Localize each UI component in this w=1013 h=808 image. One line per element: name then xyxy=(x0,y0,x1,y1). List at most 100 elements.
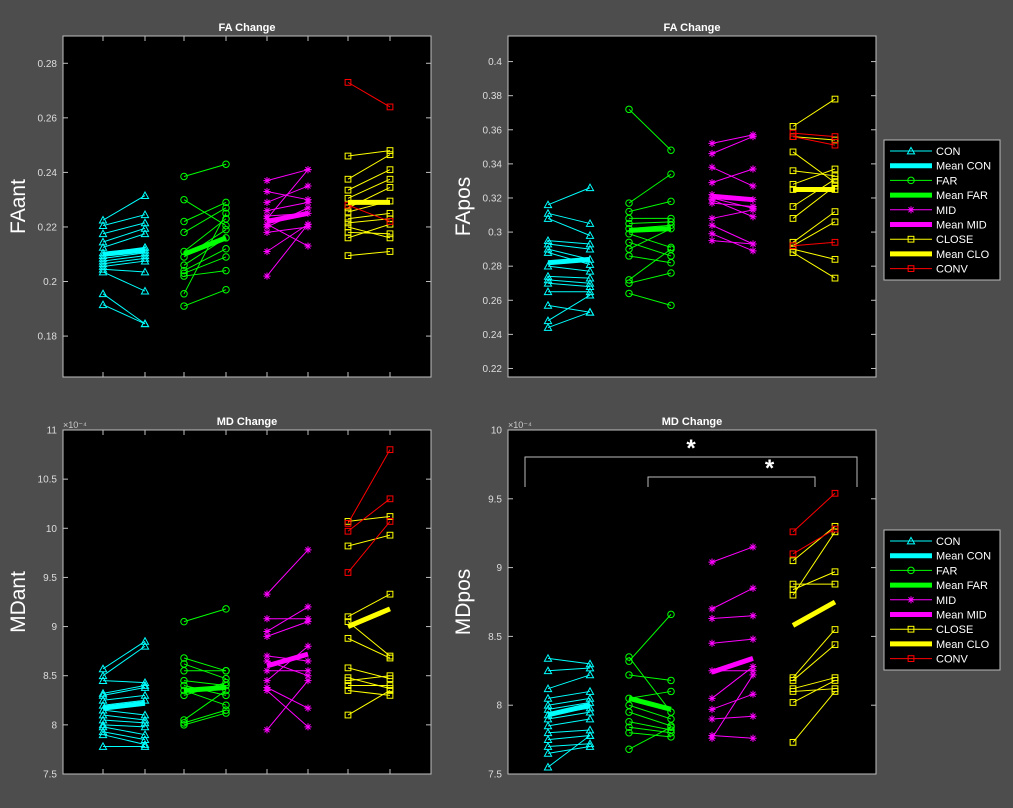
data-point xyxy=(386,590,394,598)
subject-line xyxy=(792,691,836,743)
data-point xyxy=(344,527,352,535)
subject-line xyxy=(347,515,391,522)
data-point xyxy=(667,197,675,206)
subject-line xyxy=(711,199,754,218)
legend-label: Mean FAR xyxy=(936,190,988,202)
subject-line xyxy=(711,168,754,184)
data-point xyxy=(831,688,839,695)
y-tick-label: 10.5 xyxy=(38,475,58,486)
data-point xyxy=(386,248,394,255)
data-point xyxy=(708,715,716,723)
data-point xyxy=(263,677,271,685)
data-point xyxy=(789,688,797,695)
data-point xyxy=(344,186,352,194)
subject-line xyxy=(628,228,672,250)
subject-line xyxy=(547,735,591,768)
panel-title: MD Change xyxy=(217,416,278,428)
data-point xyxy=(749,240,757,248)
subject-line xyxy=(102,214,146,227)
data-point xyxy=(140,267,150,276)
subject-line xyxy=(102,685,146,694)
data-point xyxy=(304,704,312,712)
data-point xyxy=(625,708,633,716)
data-point xyxy=(585,282,595,291)
mean-line-far xyxy=(183,235,227,257)
data-point xyxy=(625,728,633,737)
data-point xyxy=(98,267,108,276)
subject-line xyxy=(711,202,754,207)
y-tick-label: 0.36 xyxy=(483,125,503,136)
y-tick-label: 0.18 xyxy=(38,332,58,343)
data-point xyxy=(625,671,633,679)
subject-line xyxy=(102,640,146,670)
subject-line xyxy=(628,108,672,151)
data-point xyxy=(585,730,595,739)
legend-label: CLOSE xyxy=(936,624,973,636)
data-point xyxy=(386,446,394,454)
data-point xyxy=(749,712,757,720)
data-point xyxy=(625,230,633,238)
series-con xyxy=(98,636,150,750)
legend: CON Mean CON FAR Mean FAR MID Mean MID CLOSE Me… xyxy=(883,139,1001,281)
subject-line xyxy=(102,260,146,268)
data-point xyxy=(708,139,716,148)
data-point xyxy=(98,727,108,736)
data-point xyxy=(543,666,553,675)
data-point xyxy=(543,235,553,244)
data-point xyxy=(304,166,312,174)
subject-line xyxy=(347,223,391,239)
legend-label: FAR xyxy=(936,175,957,187)
data-point xyxy=(344,152,352,160)
y-tick-label: 0.32 xyxy=(483,193,503,204)
data-point xyxy=(222,160,230,168)
legend-label: CONV xyxy=(936,264,968,276)
data-point xyxy=(180,195,188,204)
data-point xyxy=(789,122,797,130)
data-point xyxy=(667,170,675,178)
subject-line xyxy=(347,178,391,199)
data-point xyxy=(386,672,394,680)
subject-line xyxy=(628,173,672,204)
y-axis-label: MDpos xyxy=(452,569,475,636)
subject-line xyxy=(628,272,672,284)
data-point xyxy=(98,710,108,719)
data-point xyxy=(543,200,553,209)
mean-line-mid xyxy=(711,193,754,203)
subject-line xyxy=(102,195,146,221)
y-tick-label: 11 xyxy=(47,426,58,437)
data-point xyxy=(667,733,675,741)
subject-line xyxy=(628,726,672,734)
y-tick-label: 0.34 xyxy=(483,159,503,170)
data-point xyxy=(344,252,352,259)
data-point xyxy=(98,671,108,680)
series-far xyxy=(180,605,230,729)
mean-line-con xyxy=(102,700,146,711)
data-point xyxy=(180,716,188,724)
subject-line xyxy=(102,731,146,741)
subject-line xyxy=(102,271,146,292)
subject-line xyxy=(347,675,391,682)
data-point xyxy=(625,289,633,298)
data-point xyxy=(263,632,271,640)
data-point xyxy=(140,636,150,645)
data-point xyxy=(386,691,394,699)
data-point xyxy=(831,626,839,633)
data-point xyxy=(180,290,188,298)
significance-star: * xyxy=(686,435,696,462)
data-point xyxy=(789,215,797,222)
subject-line xyxy=(347,169,391,191)
subject-line xyxy=(628,704,672,720)
data-point xyxy=(304,618,312,626)
data-point xyxy=(585,670,595,679)
data-point xyxy=(789,557,797,565)
subject-line xyxy=(628,721,672,731)
subject-line xyxy=(547,240,591,245)
legend-marker xyxy=(906,536,916,545)
subject-line xyxy=(102,724,146,728)
subject-line xyxy=(183,712,227,726)
y-tick-label: 8.5 xyxy=(43,671,57,682)
data-point xyxy=(344,175,352,183)
series-con xyxy=(98,190,150,328)
data-point xyxy=(749,671,757,679)
data-point xyxy=(304,723,312,731)
